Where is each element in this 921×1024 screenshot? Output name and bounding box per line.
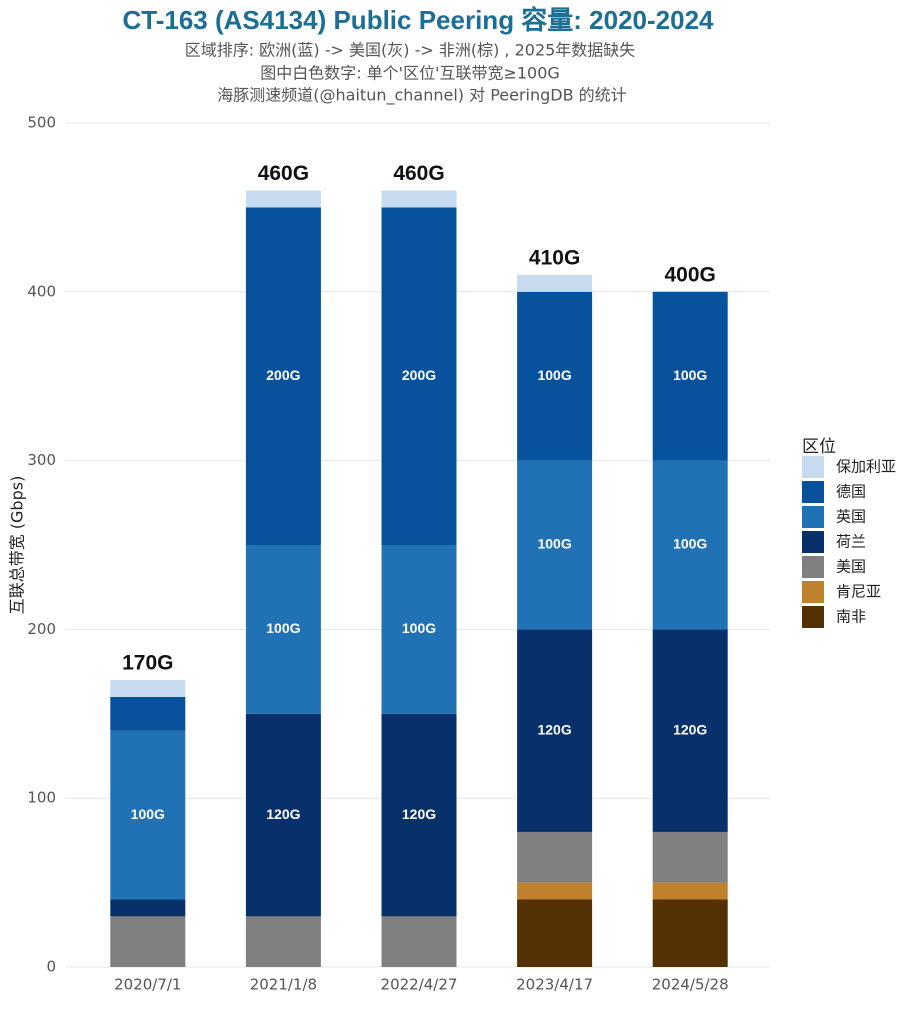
bar-segment [110, 680, 186, 697]
bar-segment [652, 291, 728, 461]
bar-segment [245, 916, 321, 967]
segment-label: 100G [537, 536, 571, 552]
segment-label: 200G [266, 367, 300, 383]
chart-title: CT-163 (AS4134) Public Peering 容量: 2020-… [122, 5, 714, 35]
segment-label: 100G [402, 620, 436, 636]
legend-label: 荷兰 [836, 533, 866, 551]
segment-label: 120G [673, 721, 707, 737]
segment-label: 120G [402, 806, 436, 822]
y-tick-label: 200 [27, 620, 56, 638]
bar-segment [245, 207, 321, 545]
y-tick-label: 0 [46, 958, 56, 976]
legend-key [802, 481, 824, 503]
total-label: 400G [665, 263, 716, 286]
segment-label: 120G [537, 721, 571, 737]
legend-label: 南非 [836, 608, 866, 626]
x-tick-label: 2024/5/28 [652, 976, 729, 994]
segment-label: 100G [673, 536, 707, 552]
bar-segment [110, 730, 186, 900]
bar-segment [517, 629, 593, 832]
bar-segment [652, 831, 728, 883]
legend-title: 区位 [802, 437, 836, 457]
segment-label: 100G [266, 620, 300, 636]
bar-segment [381, 713, 457, 917]
segment-label: 100G [131, 806, 165, 822]
bar-segment [652, 460, 728, 630]
subtitle: 图中白色数字: 单个'区位'互联带宽≥100G [260, 64, 560, 83]
legend-key [802, 606, 824, 628]
bar-segment [110, 696, 186, 731]
legend-key [802, 456, 824, 478]
y-tick-label: 400 [27, 282, 56, 300]
x-tick-label: 2023/4/17 [516, 976, 593, 994]
segment-label: 120G [266, 806, 300, 822]
x-tick-label: 2020/7/1 [114, 976, 181, 994]
bar-segment [245, 545, 321, 714]
subtitle: 区域排序: 欧洲(蓝) -> 美国(灰) -> 非洲(棕) , 2025年数据缺… [185, 41, 636, 60]
total-label: 460G [258, 162, 309, 185]
bar-segment [652, 882, 728, 900]
y-axis-label: 互联总带宽 (Gbps) [8, 476, 27, 615]
total-label: 410G [529, 246, 580, 269]
bar-segment [381, 190, 457, 208]
x-tick-label: 2022/4/27 [381, 976, 458, 994]
bar-segment [517, 882, 593, 900]
subtitle: 海豚测速频道(@haitun_channel) 对 PeeringDB 的统计 [217, 86, 626, 106]
bar-segment [517, 899, 593, 967]
bar-segment [110, 899, 186, 917]
bar-segment [381, 207, 457, 545]
y-tick-label: 300 [27, 451, 56, 469]
y-tick-label: 100 [27, 789, 56, 807]
legend-label: 肯尼亚 [836, 583, 881, 601]
bar-segment [652, 899, 728, 967]
bar-segment [245, 190, 321, 208]
bar-segment [652, 629, 728, 832]
bar-segment [381, 545, 457, 714]
x-tick-label: 2021/1/8 [250, 976, 317, 994]
total-label: 460G [393, 162, 444, 185]
legend-label: 保加利亚 [836, 458, 896, 476]
segment-label: 200G [402, 367, 436, 383]
bar-segment [517, 291, 593, 461]
bar-segment [517, 831, 593, 883]
bar-segment [245, 713, 321, 917]
legend-key [802, 531, 824, 553]
legend-key [802, 581, 824, 603]
bar-segment [517, 274, 593, 292]
segment-label: 100G [673, 367, 707, 383]
total-label: 170G [122, 652, 173, 675]
bar-segment [381, 916, 457, 967]
legend-label: 英国 [836, 508, 866, 526]
bar-segment [110, 916, 186, 967]
legend-label: 德国 [836, 483, 866, 501]
legend-key [802, 506, 824, 528]
segment-label: 100G [537, 367, 571, 383]
y-tick-label: 500 [27, 114, 56, 132]
legend-label: 美国 [836, 558, 866, 576]
legend-key [802, 556, 824, 578]
bar-segment [517, 460, 593, 630]
